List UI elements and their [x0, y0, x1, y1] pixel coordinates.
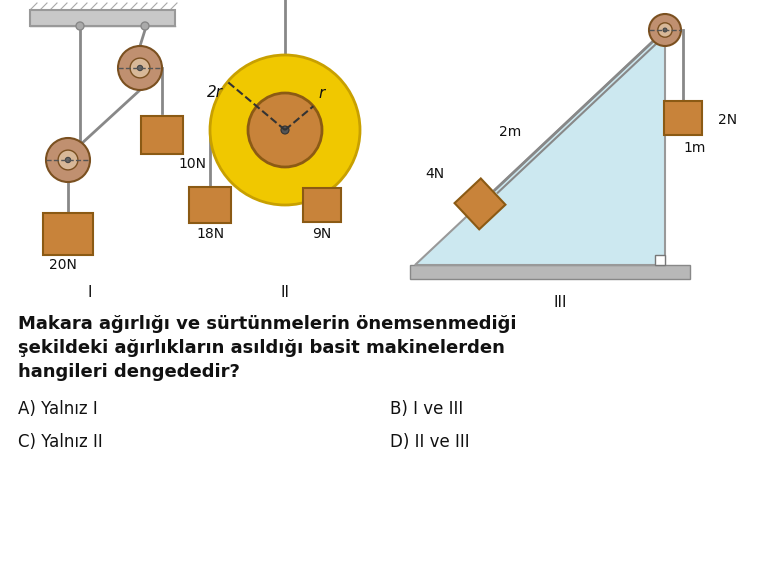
Text: 2m: 2m [499, 125, 521, 139]
Text: Makara ağırlığı ve sürtünmelerin önemsenmediği: Makara ağırlığı ve sürtünmelerin önemsen… [18, 315, 517, 333]
Text: 20N: 20N [49, 258, 77, 272]
Text: 4N: 4N [425, 167, 444, 181]
Text: 2r: 2r [207, 85, 222, 100]
FancyBboxPatch shape [655, 255, 665, 265]
Circle shape [663, 28, 667, 32]
Circle shape [657, 23, 672, 37]
Circle shape [65, 157, 71, 163]
Circle shape [141, 22, 149, 30]
Text: 2N: 2N [718, 113, 737, 127]
Text: A) Yalnız I: A) Yalnız I [18, 400, 98, 418]
Circle shape [210, 55, 360, 205]
Circle shape [281, 126, 289, 134]
Circle shape [130, 58, 150, 78]
Circle shape [138, 65, 142, 71]
Polygon shape [454, 178, 505, 229]
FancyBboxPatch shape [189, 187, 231, 223]
Text: D) II ve III: D) II ve III [390, 433, 470, 451]
Text: I: I [88, 285, 92, 300]
Text: hangileri dengededir?: hangileri dengededir? [18, 363, 240, 381]
FancyBboxPatch shape [30, 10, 175, 26]
Text: 9N: 9N [312, 227, 331, 241]
Text: B) I ve III: B) I ve III [390, 400, 463, 418]
Text: C) Yalnız II: C) Yalnız II [18, 433, 103, 451]
Circle shape [76, 22, 84, 30]
FancyBboxPatch shape [303, 188, 341, 222]
Circle shape [248, 93, 322, 167]
FancyBboxPatch shape [664, 101, 702, 135]
Circle shape [118, 46, 162, 90]
Polygon shape [415, 30, 665, 265]
Text: r: r [318, 86, 325, 101]
Circle shape [58, 150, 78, 170]
Text: 1m: 1m [683, 141, 705, 155]
Text: şekildeki ağırlıkların asıldığı basit makinelerden: şekildeki ağırlıkların asıldığı basit ma… [18, 339, 505, 357]
Text: III: III [553, 295, 567, 310]
Text: II: II [281, 285, 289, 300]
Text: 18N: 18N [196, 227, 224, 241]
FancyBboxPatch shape [141, 116, 183, 154]
Circle shape [649, 14, 681, 46]
FancyBboxPatch shape [43, 213, 93, 255]
FancyBboxPatch shape [410, 265, 690, 279]
Text: 10N: 10N [178, 157, 206, 171]
Circle shape [46, 138, 90, 182]
